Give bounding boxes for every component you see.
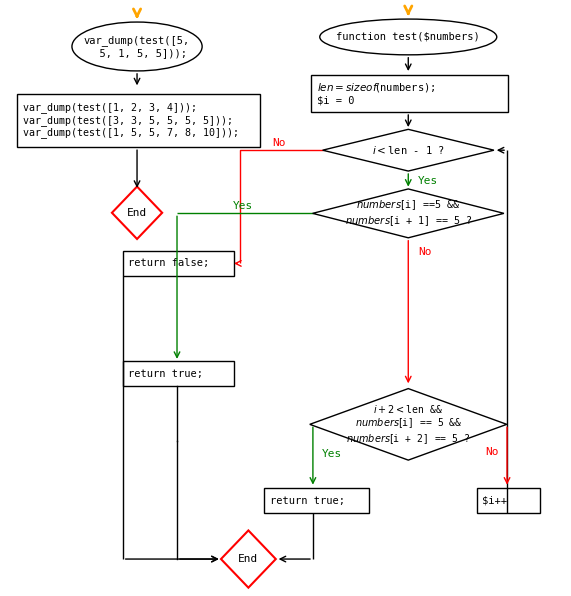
Text: Yes: Yes	[418, 176, 439, 186]
Text: End: End	[238, 554, 259, 564]
Text: return true;: return true;	[270, 496, 344, 505]
Text: $len = sizeof($numbers);
$i = 0: $len = sizeof($numbers); $i = 0	[317, 81, 436, 106]
Text: $i + 2 < $len &&
$numbers[$i] == 5 &&
$numbers[$i + 2] == 5 ?: $i + 2 < $len && $numbers[$i] == 5 && $n…	[346, 402, 471, 446]
Text: $i < $len - 1 ?: $i < $len - 1 ?	[372, 144, 445, 156]
Text: function test($numbers): function test($numbers)	[336, 32, 480, 42]
Text: No: No	[485, 447, 499, 457]
Text: var_dump(test([5,
  5, 1, 5, 5]));: var_dump(test([5, 5, 1, 5, 5]));	[84, 35, 190, 58]
Text: No: No	[272, 138, 286, 148]
Text: Yes: Yes	[232, 201, 253, 211]
Text: $numbers[$i] ==5 &&
$numbers[$i + 1] == 5 ?: $numbers[$i] ==5 && $numbers[$i + 1] == …	[344, 198, 472, 228]
Text: Yes: Yes	[322, 449, 343, 459]
Text: return true;: return true;	[128, 369, 203, 378]
Text: No: No	[418, 247, 432, 257]
Text: var_dump(test([1, 2, 3, 4]));
var_dump(test([3, 3, 5, 5, 5, 5]));
var_dump(test(: var_dump(test([1, 2, 3, 4])); var_dump(t…	[23, 103, 239, 138]
Text: $i++: $i++	[482, 496, 508, 505]
Text: End: End	[127, 208, 147, 218]
Text: return false;: return false;	[128, 259, 210, 268]
